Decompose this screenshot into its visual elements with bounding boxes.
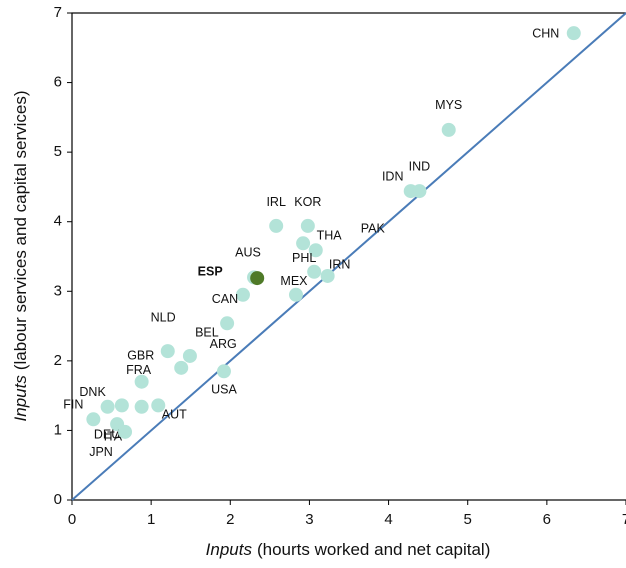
y-tick-label: 2 xyxy=(54,352,62,369)
point-label: THA xyxy=(317,229,343,243)
x-tick-label: 5 xyxy=(464,511,472,528)
point-label: ESP xyxy=(198,264,223,278)
x-tick-label: 2 xyxy=(226,511,234,528)
x-axis-label: Inputs (hourts worked and net capital) xyxy=(206,540,491,559)
y-axis-label: Inputs (labour services and capital servi… xyxy=(11,91,30,422)
point-label: CHN xyxy=(532,26,559,40)
point xyxy=(174,360,189,375)
point-label: DNK xyxy=(79,385,106,399)
point xyxy=(235,287,250,302)
x-tick-label: 1 xyxy=(147,511,155,528)
point xyxy=(320,268,335,283)
point-label: DEU xyxy=(94,427,120,441)
point xyxy=(114,398,129,413)
point-label: BEL xyxy=(195,325,219,339)
point-label: PHL xyxy=(292,251,316,265)
point xyxy=(134,374,149,389)
x-tick-label: 0 xyxy=(68,511,76,528)
point-label: KOR xyxy=(294,195,321,209)
y-tick-label: 5 xyxy=(54,143,62,160)
point xyxy=(250,271,265,286)
diagonal-line xyxy=(71,12,626,501)
plot-frame xyxy=(71,12,626,501)
x-tick-label: 6 xyxy=(543,511,551,528)
point-label: IRN xyxy=(329,257,351,271)
x-tick-label: 3 xyxy=(305,511,313,528)
point xyxy=(118,424,133,439)
point-label: PAK xyxy=(361,222,386,236)
point xyxy=(288,287,303,302)
point xyxy=(151,398,166,413)
point-label: ARG xyxy=(210,337,237,351)
point xyxy=(441,122,456,137)
point-label: GBR xyxy=(127,348,154,362)
point xyxy=(160,344,175,359)
y-tick-label: 4 xyxy=(54,213,62,230)
point-label: AUS xyxy=(235,246,261,260)
point-label: FIN xyxy=(63,398,83,412)
point xyxy=(134,399,149,414)
point xyxy=(307,264,322,279)
point-label: IRL xyxy=(266,195,286,209)
point-label: MYS xyxy=(435,98,462,112)
y-tick-label: 0 xyxy=(54,491,62,508)
point-label: USA xyxy=(211,383,237,397)
y-tick-label: 1 xyxy=(54,421,62,438)
point-label: MEX xyxy=(280,274,308,288)
point xyxy=(300,218,315,233)
point-label: CAN xyxy=(212,292,238,306)
x-tick-label: 4 xyxy=(384,511,392,528)
point-label: NLD xyxy=(151,311,176,325)
y-tick-label: 3 xyxy=(54,282,62,299)
point-label: JPN xyxy=(89,445,113,459)
point xyxy=(220,316,235,331)
point xyxy=(86,412,101,427)
point xyxy=(412,184,427,199)
point-label: ITA xyxy=(104,430,123,444)
point-label: IDN xyxy=(382,169,404,183)
y-tick-label: 6 xyxy=(54,74,62,91)
y-tick-label: 7 xyxy=(54,4,62,21)
point-label: IND xyxy=(409,159,431,173)
y-axis-label-text: (labour services and capital services) xyxy=(11,91,30,371)
point xyxy=(296,236,311,251)
x-axis-label-emphasis: Inputs xyxy=(206,540,253,559)
point xyxy=(308,243,323,258)
x-axis-label-text: (hourts worked and net capital) xyxy=(257,540,490,559)
point-label: AUT xyxy=(162,408,187,422)
point xyxy=(269,218,284,233)
point xyxy=(216,364,231,379)
point xyxy=(100,399,115,414)
point xyxy=(566,26,581,41)
point-label: FRA xyxy=(126,363,152,377)
y-axis-label-emphasis: Inputs xyxy=(11,375,30,422)
x-tick-label: 7 xyxy=(622,511,626,528)
point xyxy=(182,348,197,363)
